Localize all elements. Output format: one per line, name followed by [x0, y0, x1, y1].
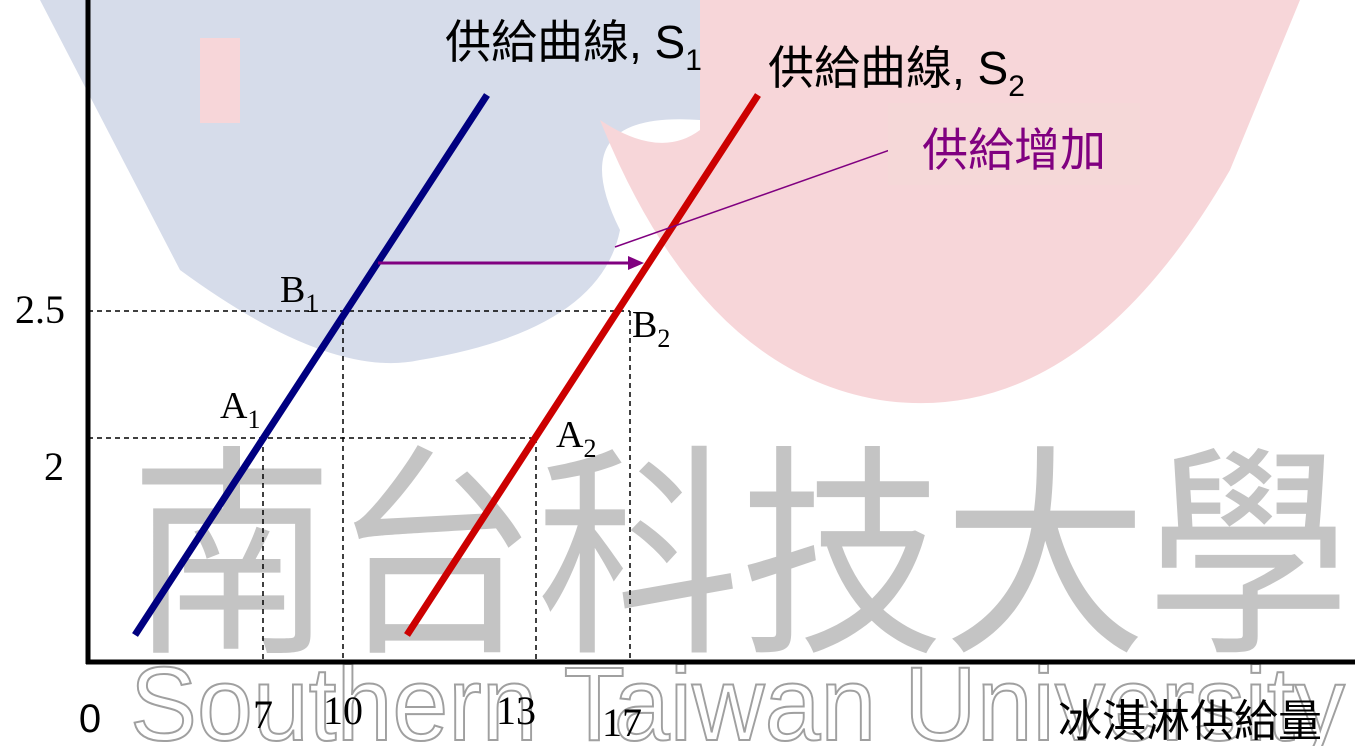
curve-label-text: 供給曲線, S: [445, 16, 685, 68]
callout-box: [888, 103, 1140, 185]
bg-pink-shape: [600, 0, 1300, 404]
supply-curve-2: [404, 93, 761, 637]
shift-label: 供給增加: [922, 124, 1106, 176]
point-label-text: A: [220, 385, 248, 427]
point-label-sub: 1: [305, 289, 318, 318]
y-tick-label: 2.5: [15, 287, 65, 332]
x-tick-label: 13: [496, 688, 536, 733]
point-label-sub: 2: [583, 434, 596, 463]
curve-label-sub: 1: [685, 44, 702, 77]
curve-label: 供給曲線, S1: [445, 16, 702, 77]
point-label: A1: [220, 385, 260, 434]
point-label-text: B: [280, 269, 305, 311]
watermark-chinese: 南台科技大學: [130, 434, 1350, 684]
y-tick-label: 2: [44, 444, 64, 489]
point-label-text: B: [632, 304, 657, 346]
point-label-sub: 2: [657, 324, 670, 353]
bg-pink-block: [200, 38, 240, 123]
x-axis-label: 冰淇淋供給量: [1058, 697, 1322, 746]
point-label-text: A: [556, 414, 584, 456]
callout-line: [614, 149, 891, 248]
point-label: B1: [280, 269, 318, 318]
supply-curve-1: [132, 93, 490, 637]
point-label: B2: [632, 304, 670, 353]
curve-label: 供給曲線, S2: [768, 42, 1025, 103]
x-tick-label: 17: [602, 700, 642, 745]
x-tick-label: 10: [323, 688, 363, 733]
point-label-sub: 1: [247, 405, 260, 434]
arrow-head: [628, 256, 644, 270]
point-label: A2: [556, 414, 596, 463]
x-tick-label: 7: [253, 692, 273, 737]
x-origin-label: 0: [79, 697, 101, 741]
curve-label-text: 供給曲線, S: [768, 42, 1008, 94]
curve-label-sub: 2: [1008, 70, 1025, 103]
